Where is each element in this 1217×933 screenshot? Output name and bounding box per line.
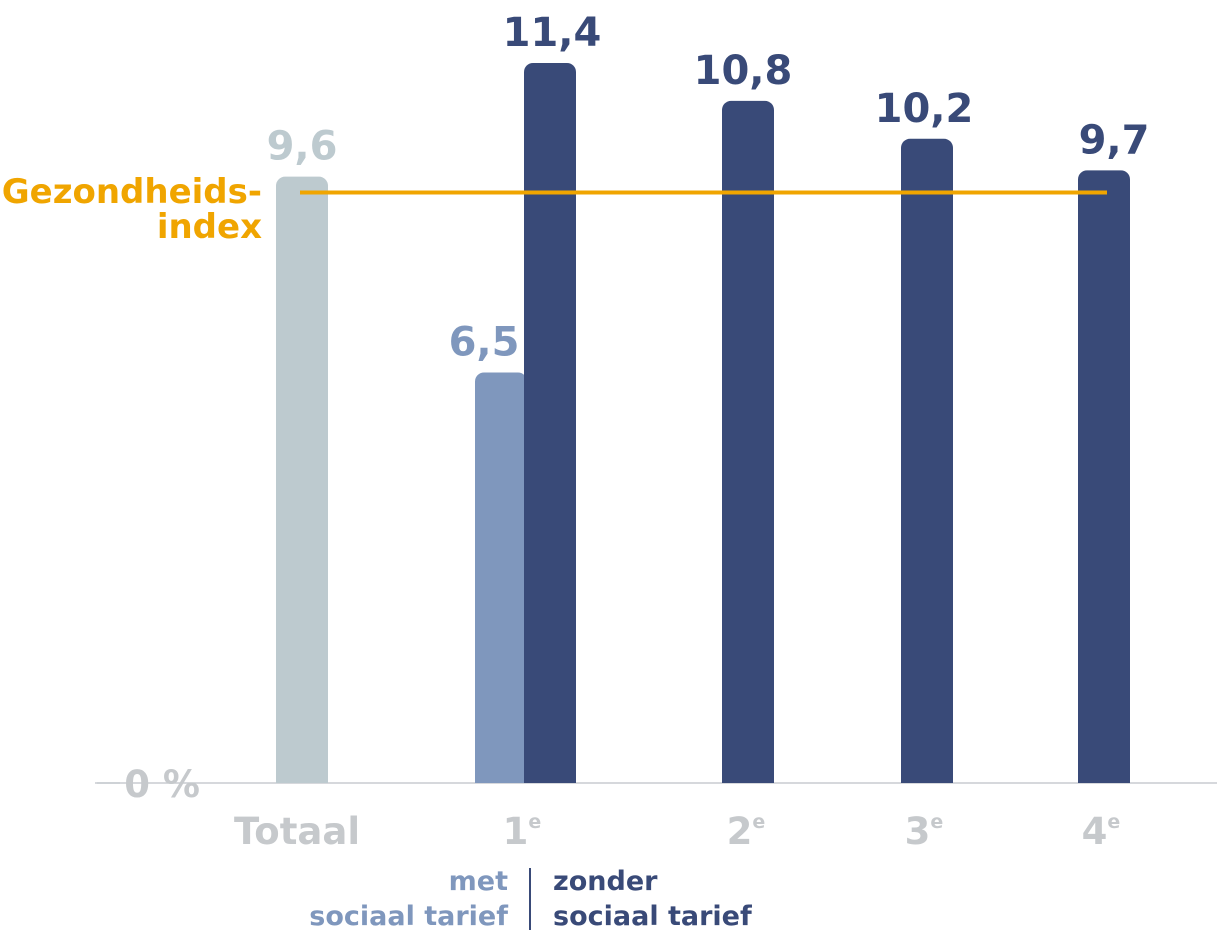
legend-zonder-line1: zonder (553, 866, 658, 897)
category-label-3: 3e (905, 810, 944, 853)
legend-met-line2: sociaal tarief (309, 901, 508, 932)
gezondheidsindex-label-line1: Gezondheids- (2, 172, 262, 212)
value-label-totaal: 9,6 (267, 124, 338, 170)
value-label-met-1: 6,5 (449, 319, 520, 365)
value-label-zonder-3: 10,2 (875, 86, 974, 132)
bar-met-sociaal-tarief-1 (475, 372, 527, 783)
bar-zonder-sociaal-tarief-4 (1078, 170, 1130, 783)
category-label-4: 4e (1082, 810, 1121, 853)
category-label-totaal: Totaal (234, 810, 360, 853)
bar-zonder-sociaal-tarief-1 (524, 63, 576, 783)
bar-zonder-sociaal-tarief-3 (901, 138, 953, 783)
legend-met-line1: met (449, 866, 508, 897)
value-label-zonder-4: 9,7 (1079, 117, 1150, 163)
category-label-1: 1e (503, 810, 542, 853)
bar-totaal (276, 176, 328, 783)
value-label-zonder-2: 10,8 (694, 48, 793, 94)
value-label-zonder-1: 11,4 (503, 10, 602, 56)
y-zero-label: 0 % (124, 763, 200, 806)
gezondheidsindex-label-line2: index (157, 207, 262, 247)
legend-zonder-line2: sociaal tarief (553, 901, 752, 932)
bar-zonder-sociaal-tarief-2 (722, 100, 774, 783)
category-label-2: 2e (727, 810, 766, 853)
